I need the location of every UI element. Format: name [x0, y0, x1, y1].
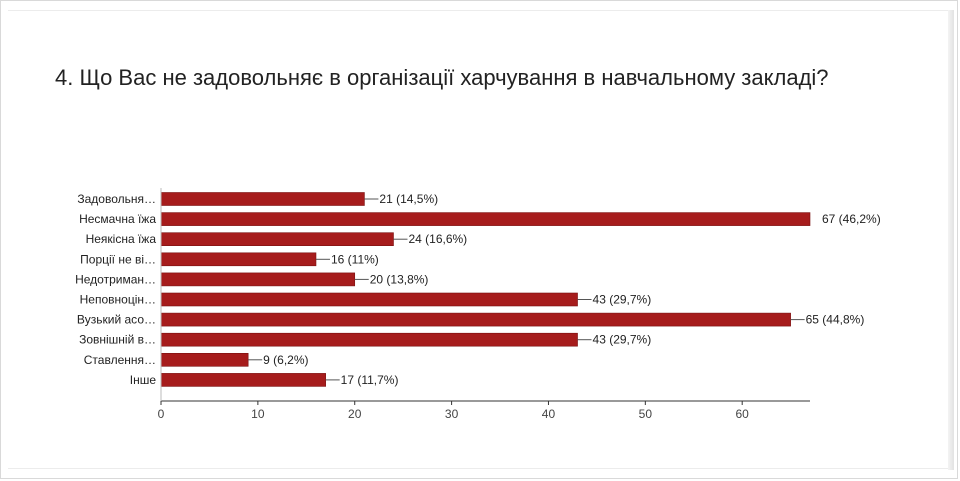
data-label: 9 (6,2%): [263, 353, 308, 367]
data-label: 67 (46,2%): [822, 212, 881, 226]
bar: [160, 272, 356, 287]
bottom-divider: [8, 468, 948, 469]
bar: [160, 212, 811, 226]
x-tick-label: 10: [251, 407, 265, 421]
data-label: 17 (11,7%): [341, 373, 399, 387]
category-label: Вузький асо…: [77, 313, 156, 327]
bars-layer: Задовольня… 21 (14,5%) Несмачна їжа 67 (46,…: [75, 192, 881, 387]
data-label: 24 (16,6%): [408, 232, 467, 246]
data-label: 21 (14,5%): [379, 192, 438, 206]
bar: [160, 192, 365, 206]
category-label: Неповноцін…: [80, 293, 156, 307]
bar: [160, 352, 249, 367]
data-label: 43 (29,7%): [593, 333, 652, 347]
category-label: Несмачна їжа: [79, 212, 156, 226]
bar: [160, 312, 791, 327]
category-label: Порції не ві…: [80, 252, 156, 266]
x-tick-label: 50: [639, 407, 653, 421]
category-label: Неякісна їжа: [86, 232, 157, 246]
data-label: 65 (44,8%): [806, 313, 865, 327]
x-tick-label: 0: [158, 407, 165, 421]
question-title: 4. Що Вас не задовольняє в організації х…: [55, 65, 829, 90]
x-tick-label: 40: [542, 407, 556, 421]
card-edge-shadow: [948, 10, 954, 470]
data-label: 16 (11%): [331, 252, 379, 266]
x-axis: 0 10 20 30 40 50 60: [158, 188, 810, 421]
category-label: Зовнішній в…: [79, 333, 156, 347]
x-tick-label: 20: [348, 407, 362, 421]
bar: [160, 252, 317, 267]
data-label: 20 (13,8%): [370, 272, 429, 286]
bar: [160, 373, 326, 387]
category-label: Ставлення…: [84, 353, 156, 367]
category-label: Інше: [130, 373, 157, 387]
x-tick-label: 30: [445, 407, 459, 421]
bar: [160, 332, 578, 347]
category-label: Задовольня…: [77, 192, 156, 206]
category-label: Недотриман…: [75, 272, 156, 286]
bar: [160, 292, 578, 307]
top-divider: [8, 10, 948, 11]
bar: [160, 232, 394, 246]
x-tick-label: 60: [736, 407, 750, 421]
data-label: 43 (29,7%): [593, 293, 652, 307]
